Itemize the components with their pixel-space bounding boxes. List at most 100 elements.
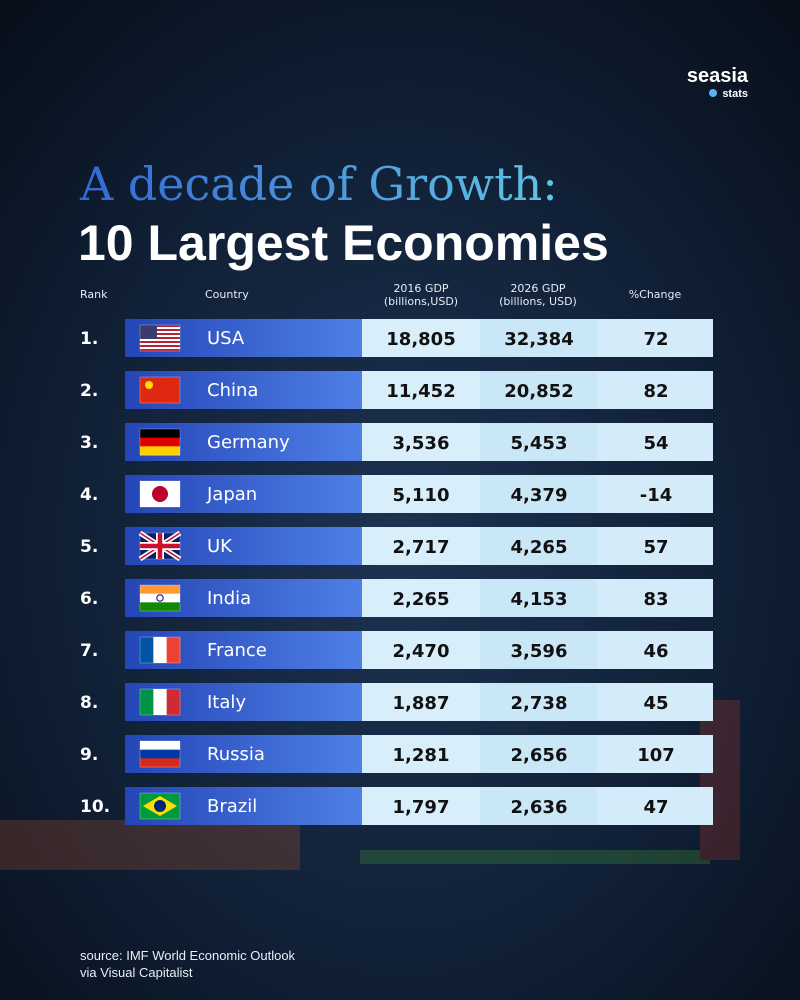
- value: 11,452: [386, 381, 455, 402]
- country-name: Russia: [207, 744, 265, 765]
- flag-part: [152, 486, 168, 502]
- flag-part: [140, 593, 180, 603]
- brand-dot: [709, 89, 717, 97]
- value-cell: [480, 631, 598, 669]
- flag: [139, 324, 181, 352]
- value-cell: [362, 683, 480, 721]
- flag-part: [156, 594, 164, 602]
- flag-part: [140, 637, 154, 663]
- flag: [139, 584, 181, 612]
- value-cell: [597, 319, 713, 357]
- flag-part: [140, 602, 180, 612]
- flag-part: [140, 749, 180, 759]
- title-line2: 10 Largest Economies: [78, 215, 609, 271]
- rank: 10.: [80, 797, 110, 817]
- value: 2,738: [511, 693, 568, 714]
- value: 2,656: [511, 745, 568, 766]
- flag-part: [145, 381, 153, 389]
- flag-border: [139, 324, 181, 352]
- value: 5,110: [393, 485, 450, 506]
- rank: 7.: [80, 641, 98, 661]
- value: 1,887: [393, 693, 450, 714]
- rank: 9.: [80, 745, 98, 765]
- value-cell: [480, 475, 598, 513]
- value: 1,281: [393, 745, 450, 766]
- value: 5,453: [511, 433, 568, 454]
- value-cell: [362, 579, 480, 617]
- value: 4,153: [511, 589, 568, 610]
- flag-border: [139, 480, 181, 508]
- flag-border: [139, 376, 181, 404]
- value: -14: [640, 485, 673, 506]
- value-cell: [362, 787, 480, 825]
- value: 107: [637, 745, 675, 766]
- flag-part: [140, 446, 180, 456]
- value-cell: [362, 631, 480, 669]
- value-cell: [480, 371, 598, 409]
- flag-border: [139, 792, 181, 820]
- value: 20,852: [504, 381, 573, 402]
- value: 82: [643, 381, 668, 402]
- value-cell: [597, 735, 713, 773]
- value-cell: [362, 735, 480, 773]
- brand-sub: stats: [722, 88, 748, 100]
- source-line2: via Visual Capitalist: [80, 965, 193, 980]
- flag: [139, 688, 181, 716]
- value-cell: [480, 319, 598, 357]
- rank: 6.: [80, 589, 98, 609]
- flag: [139, 480, 181, 508]
- flag-part: [140, 741, 180, 751]
- value-cell: [480, 787, 598, 825]
- column-header: Country: [205, 288, 249, 301]
- value: 54: [643, 433, 668, 454]
- value: 18,805: [386, 329, 455, 350]
- source-line1: source: IMF World Economic Outlook: [80, 948, 296, 963]
- country-name: Japan: [206, 484, 257, 505]
- flag-part: [140, 333, 180, 335]
- value: 2,265: [393, 589, 450, 610]
- value-cell: [597, 475, 713, 513]
- flag-part: [140, 377, 180, 403]
- country-name: China: [207, 380, 258, 401]
- country-name: UK: [207, 536, 233, 557]
- rank: 2.: [80, 381, 98, 401]
- flag: [139, 376, 181, 404]
- value: 1,797: [393, 797, 450, 818]
- value-cell: [362, 319, 480, 357]
- column-header: 2026 GDP (billions, USD): [499, 282, 577, 308]
- flag-border: [139, 740, 181, 768]
- brand-name: seasia: [687, 65, 749, 87]
- flag-part: [140, 341, 180, 343]
- value: 47: [643, 797, 668, 818]
- value: 83: [643, 589, 668, 610]
- flag-part: [140, 337, 180, 339]
- value: 46: [643, 641, 668, 662]
- column-header: 2016 GDP (billions,USD): [384, 282, 458, 308]
- value-cell: [597, 423, 713, 461]
- value-cell: [480, 423, 598, 461]
- value-cell: [362, 423, 480, 461]
- value: 2,636: [511, 797, 568, 818]
- flag: [139, 428, 181, 456]
- title-line1: A decade of Growth:: [79, 157, 558, 211]
- flag-part: [140, 437, 180, 447]
- table: Rank Country 2016 GDP (billions,USD) 2026 GD…: [80, 282, 713, 825]
- flag-part: [140, 325, 180, 327]
- flag: [138, 530, 182, 562]
- flag-part: [140, 689, 154, 715]
- country-name: USA: [207, 328, 245, 349]
- country-name: India: [207, 588, 251, 609]
- value: 57: [643, 537, 668, 558]
- flag-part: [140, 345, 180, 347]
- value-cell: [362, 527, 480, 565]
- value: 32,384: [504, 329, 573, 350]
- value-cell: [480, 683, 598, 721]
- value: 2,717: [393, 537, 450, 558]
- country-name: France: [207, 640, 267, 661]
- flag-part: [154, 800, 166, 812]
- flag-part: [140, 329, 180, 331]
- value: 45: [643, 693, 668, 714]
- flag-part: [140, 349, 180, 351]
- flag-part: [140, 429, 180, 439]
